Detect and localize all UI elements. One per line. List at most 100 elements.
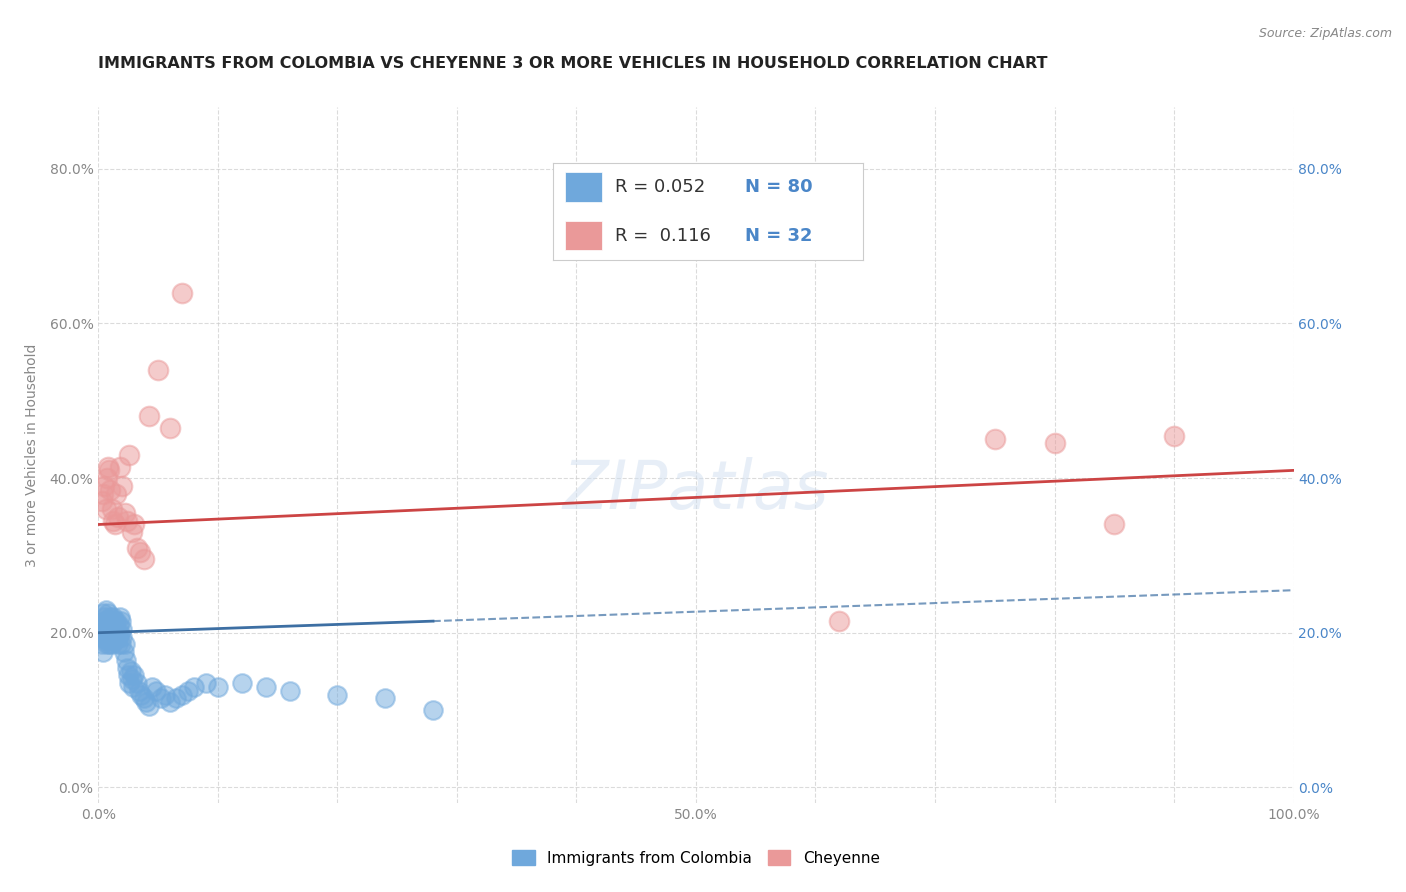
- Point: [118, 448, 141, 462]
- Point: [104, 633, 127, 648]
- Point: [828, 614, 851, 628]
- Point: [422, 703, 444, 717]
- Point: [132, 552, 155, 566]
- Text: R =  0.116: R = 0.116: [614, 227, 710, 244]
- Point: [138, 409, 160, 424]
- Point: [207, 680, 229, 694]
- Point: [98, 630, 121, 644]
- Point: [111, 479, 134, 493]
- Point: [121, 525, 143, 540]
- Point: [105, 486, 128, 500]
- Point: [194, 676, 218, 690]
- Point: [120, 665, 142, 679]
- Point: [159, 695, 181, 709]
- Point: [96, 614, 118, 628]
- Point: [91, 645, 114, 659]
- Point: [107, 618, 129, 632]
- Point: [107, 625, 129, 640]
- Point: [125, 676, 148, 690]
- Point: [172, 285, 194, 300]
- Point: [107, 637, 129, 651]
- Point: [108, 625, 131, 640]
- Point: [172, 688, 194, 702]
- Point: [98, 483, 122, 497]
- Point: [165, 691, 187, 706]
- Point: [122, 680, 145, 694]
- Point: [98, 637, 121, 651]
- Point: [132, 691, 155, 706]
- Point: [124, 517, 146, 532]
- Bar: [565, 172, 602, 202]
- Point: [101, 630, 124, 644]
- Point: [105, 630, 128, 644]
- Point: [115, 514, 138, 528]
- Point: [111, 622, 134, 636]
- Point: [149, 691, 172, 706]
- Point: [93, 479, 115, 493]
- Point: [110, 637, 132, 651]
- Point: [98, 614, 121, 628]
- Point: [91, 486, 114, 500]
- Text: N = 32: N = 32: [745, 227, 813, 244]
- Point: [155, 688, 177, 702]
- Point: [94, 502, 117, 516]
- Point: [91, 637, 114, 651]
- Point: [98, 463, 121, 477]
- Point: [984, 433, 1007, 447]
- Point: [114, 506, 136, 520]
- Point: [94, 633, 117, 648]
- Point: [96, 625, 118, 640]
- Point: [96, 637, 118, 651]
- Point: [97, 459, 120, 474]
- Point: [91, 607, 114, 621]
- Point: [91, 618, 114, 632]
- Point: [107, 630, 129, 644]
- Point: [103, 614, 125, 628]
- Point: [107, 509, 129, 524]
- Point: [104, 622, 127, 636]
- Point: [103, 625, 125, 640]
- Point: [90, 630, 112, 644]
- Point: [129, 544, 152, 558]
- Point: [177, 683, 200, 698]
- Text: IMMIGRANTS FROM COLOMBIA VS CHEYENNE 3 OR MORE VEHICLES IN HOUSEHOLD CORRELATION: IMMIGRANTS FROM COLOMBIA VS CHEYENNE 3 O…: [98, 56, 1047, 71]
- Point: [1043, 436, 1066, 450]
- Point: [110, 614, 132, 628]
- Point: [1163, 428, 1185, 442]
- Point: [93, 610, 115, 624]
- Point: [93, 630, 115, 644]
- Legend: Immigrants from Colombia, Cheyenne: Immigrants from Colombia, Cheyenne: [506, 844, 886, 871]
- Point: [114, 637, 136, 651]
- Point: [135, 695, 157, 709]
- Point: [108, 459, 131, 474]
- Point: [112, 645, 135, 659]
- Point: [159, 421, 181, 435]
- Text: ZIPatlas: ZIPatlas: [562, 457, 830, 523]
- Point: [105, 614, 128, 628]
- Text: N = 80: N = 80: [745, 178, 813, 196]
- Point: [101, 622, 124, 636]
- Point: [91, 494, 114, 508]
- Point: [141, 680, 163, 694]
- Point: [117, 668, 139, 682]
- Point: [148, 363, 170, 377]
- Point: [374, 691, 396, 706]
- Point: [183, 680, 205, 694]
- Point: [98, 625, 122, 640]
- Point: [1102, 517, 1125, 532]
- Bar: [565, 221, 602, 251]
- Point: [131, 688, 153, 702]
- Point: [98, 610, 122, 624]
- Text: R = 0.052: R = 0.052: [614, 178, 704, 196]
- Point: [115, 653, 138, 667]
- Point: [97, 625, 120, 640]
- Point: [145, 683, 167, 698]
- Point: [128, 683, 150, 698]
- Point: [108, 610, 131, 624]
- Point: [101, 514, 124, 528]
- Point: [94, 602, 117, 616]
- Point: [96, 630, 118, 644]
- Point: [100, 637, 122, 651]
- Point: [111, 630, 134, 644]
- Point: [100, 630, 122, 644]
